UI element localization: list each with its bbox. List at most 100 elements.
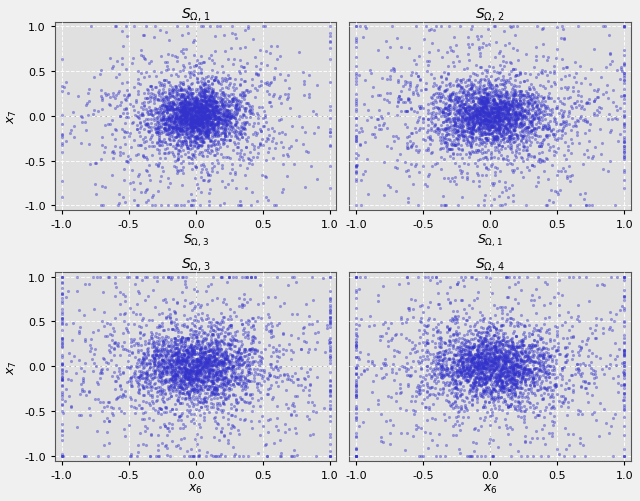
Point: [524, 99, 534, 107]
Point: [170, 357, 180, 365]
Point: [231, 337, 241, 345]
Point: [210, 121, 220, 129]
Point: [219, 360, 229, 368]
Point: [474, 120, 484, 128]
Point: [228, 102, 239, 110]
Point: [140, 273, 150, 281]
Point: [155, 384, 165, 392]
Point: [512, 114, 522, 122]
Point: [187, 115, 197, 123]
Point: [158, 108, 168, 116]
Point: [486, 339, 497, 347]
Point: [458, 360, 468, 368]
Point: [475, 360, 485, 368]
Point: [564, 177, 575, 185]
Point: [575, 115, 585, 123]
Point: [449, 358, 460, 366]
Point: [182, 99, 192, 107]
Point: [471, 110, 481, 118]
Point: [521, 376, 531, 384]
Point: [495, 202, 505, 210]
Point: [433, 377, 443, 385]
Point: [63, 90, 73, 98]
Point: [200, 362, 211, 370]
Point: [510, 119, 520, 127]
Point: [524, 366, 534, 374]
Point: [479, 116, 489, 124]
Point: [237, 134, 247, 142]
Point: [77, 387, 87, 395]
Point: [493, 348, 504, 356]
Point: [445, 118, 456, 126]
Point: [500, 364, 511, 372]
Point: [205, 138, 216, 146]
Point: [202, 96, 212, 104]
Point: [166, 381, 176, 389]
Point: [525, 106, 535, 114]
Point: [170, 358, 180, 366]
Point: [132, 356, 143, 364]
Point: [467, 354, 477, 362]
Point: [161, 120, 172, 128]
Point: [467, 127, 477, 135]
Point: [172, 325, 182, 333]
Point: [488, 335, 499, 343]
Point: [529, 116, 539, 124]
Point: [201, 397, 211, 405]
Point: [497, 369, 508, 377]
Point: [492, 154, 502, 162]
Point: [204, 116, 214, 124]
Point: [484, 90, 494, 98]
Point: [166, 72, 176, 80]
Point: [497, 382, 508, 390]
Point: [291, 137, 301, 145]
Point: [228, 56, 239, 64]
Point: [542, 126, 552, 134]
Point: [505, 357, 515, 365]
Point: [106, 344, 116, 352]
Point: [157, 357, 167, 365]
Point: [228, 352, 239, 360]
Point: [132, 122, 142, 130]
Point: [458, 386, 468, 394]
Point: [463, 370, 474, 378]
Point: [163, 383, 173, 391]
Point: [166, 89, 177, 97]
Point: [524, 128, 534, 136]
Point: [179, 87, 189, 95]
Point: [231, 336, 241, 344]
Point: [92, 273, 102, 281]
Point: [456, 404, 467, 412]
Point: [223, 111, 233, 119]
Point: [478, 339, 488, 347]
Point: [490, 366, 500, 374]
Point: [175, 109, 185, 117]
Point: [136, 404, 147, 412]
Point: [465, 323, 475, 331]
Point: [212, 295, 222, 303]
Point: [474, 182, 484, 190]
Point: [504, 387, 514, 395]
Point: [457, 358, 467, 366]
Point: [441, 139, 451, 147]
Point: [488, 101, 498, 109]
Point: [188, 113, 198, 121]
Point: [484, 118, 495, 126]
Point: [525, 385, 536, 393]
Point: [196, 100, 207, 108]
Point: [303, 398, 314, 406]
Point: [351, 122, 362, 130]
Point: [619, 369, 629, 377]
Point: [450, 115, 460, 123]
Point: [145, 360, 156, 368]
Point: [103, 273, 113, 281]
Point: [515, 362, 525, 370]
Point: [351, 370, 362, 378]
Point: [137, 100, 147, 108]
Point: [493, 136, 503, 144]
Point: [538, 83, 548, 91]
Point: [56, 401, 67, 409]
Point: [291, 392, 301, 400]
Point: [488, 105, 499, 113]
Point: [221, 351, 232, 359]
